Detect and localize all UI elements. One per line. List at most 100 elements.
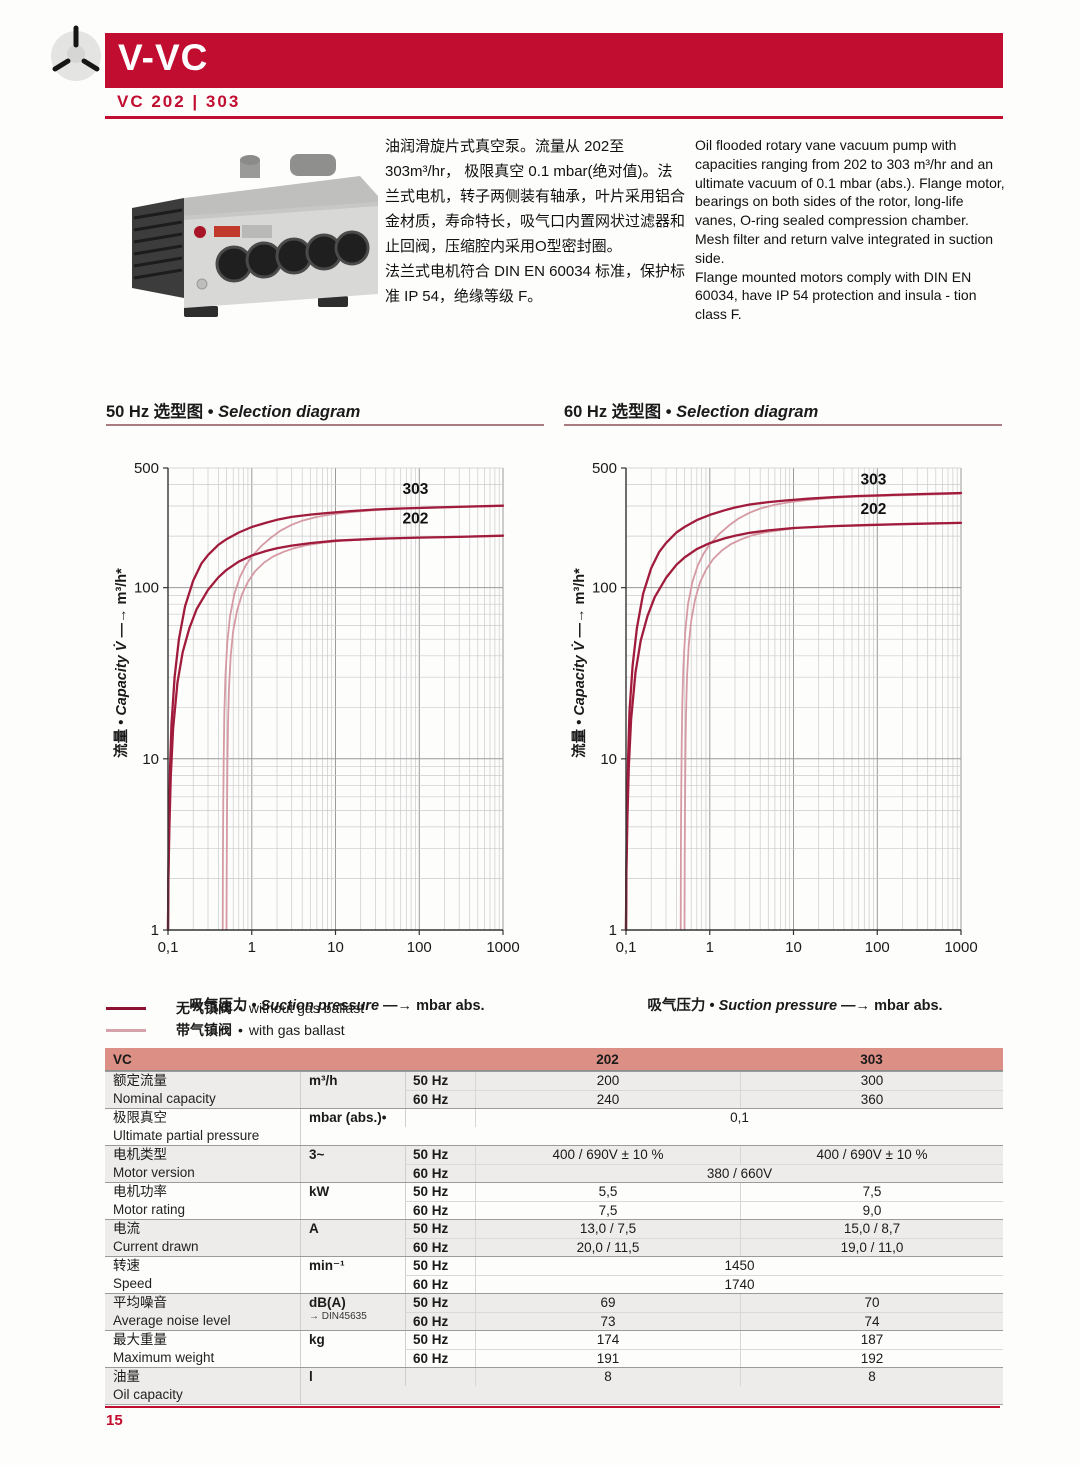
spec-label: 油量 Oil capacity xyxy=(105,1368,300,1404)
spec-value-303: 74 xyxy=(740,1312,1003,1330)
table-row: 油量 Oil capacity l 8 8 xyxy=(105,1367,1003,1404)
y-axis-caption: 流量 • Capacity V̇ —→ m³/h* xyxy=(572,568,588,758)
spec-table: VC 202 303 额定流量 Nominal capacity m³/h 50 Hz… xyxy=(105,1048,1003,1405)
unit-text: min⁻¹ xyxy=(309,1258,345,1273)
spec-label: 转速 Speed xyxy=(105,1257,300,1293)
unit-text: kW xyxy=(309,1184,330,1199)
spec-unit: A xyxy=(300,1220,405,1256)
spec-unit: l xyxy=(300,1368,405,1404)
svg-text:1: 1 xyxy=(706,939,714,956)
curve-303-gas-ballast xyxy=(221,505,504,931)
curve-202-gas-ballast xyxy=(683,521,962,931)
spec-label: 电流 Current drawn xyxy=(105,1220,300,1256)
intro-text-zh: 油润滑旋片式真空泵。流量从 202至 303m³/hr， 极限真空 0.1 mb… xyxy=(385,134,687,309)
spec-value-303: 15,0 / 8,7 xyxy=(740,1220,1003,1238)
curve-303-no-ballast xyxy=(624,491,963,932)
spec-frequency xyxy=(405,1109,475,1127)
curves xyxy=(624,491,963,932)
unit-text: l xyxy=(309,1369,313,1384)
spec-value-202: 200 xyxy=(475,1072,740,1090)
spec-value-303: 187 xyxy=(740,1331,1003,1349)
spec-value-303: 9,0 xyxy=(740,1201,1003,1219)
chart-legend: 无气镇阀 • without gas ballast 带气镇阀 • with g… xyxy=(106,997,364,1041)
spec-unit: 3~ xyxy=(300,1146,405,1182)
spec-table-title: VC xyxy=(113,1051,132,1067)
x-axis-caption: 吸气压力 • Suction pressure —→ mbar abs. xyxy=(189,998,485,1014)
intro-text-en: Oil flooded rotary vane vacuum pump with… xyxy=(695,136,1007,324)
spec-value-202: 7,5 xyxy=(475,1201,740,1219)
table-row: 最大重量 Maximum weight kg 50 Hz 174 187 60 Hz 191 1… xyxy=(105,1330,1003,1367)
svg-text:1000: 1000 xyxy=(486,939,519,956)
spec-label-zh: 最大重量 xyxy=(113,1332,167,1347)
selection-diagram-50hz: 50 Hz 选型图 • Selection diagram 0,1 1 10 100 1… xyxy=(103,398,555,1014)
spec-value-span: 1450 xyxy=(475,1257,1003,1275)
spec-label-en: Current drawn xyxy=(113,1239,199,1254)
spec-label-zh: 平均噪音 xyxy=(113,1295,167,1310)
spec-label-en: Nominal capacity xyxy=(113,1091,216,1106)
spec-value-202: 20,0 / 11,5 xyxy=(475,1238,740,1256)
spec-value-303: 70 xyxy=(740,1294,1003,1312)
spec-label-en: Ultimate partial pressure xyxy=(113,1128,260,1143)
svg-text:1: 1 xyxy=(609,922,617,939)
spec-label: 额定流量 Nominal capacity xyxy=(105,1072,300,1108)
intro-zh-p2: 法兰式电机符合 DIN EN 60034 标准，保护标准 IP 54，绝缘等级 … xyxy=(385,263,686,305)
spec-label-en: Motor rating xyxy=(113,1202,186,1217)
spec-value-202: 69 xyxy=(475,1294,740,1312)
spec-value-303: 360 xyxy=(740,1090,1003,1108)
spec-unit: min⁻¹ xyxy=(300,1257,405,1293)
table-row: 平均噪音 Average noise level dB(A) → DIN45635 50… xyxy=(105,1293,1003,1330)
spec-label-en: Motor version xyxy=(113,1165,195,1180)
curves xyxy=(166,504,505,932)
table-row: 转速 Speed min⁻¹ 50 Hz 1450 60 Hz 1740 xyxy=(105,1256,1003,1293)
spec-value-303: 7,5 xyxy=(740,1183,1003,1201)
unit-text: mbar (abs.)• xyxy=(309,1110,387,1125)
svg-text:1: 1 xyxy=(151,922,159,939)
spec-label-en: Maximum weight xyxy=(113,1350,215,1365)
svg-text:0,1: 0,1 xyxy=(616,939,637,956)
spec-frequency: 60 Hz xyxy=(405,1201,475,1219)
spec-value-303: 8 xyxy=(740,1368,1003,1386)
spec-value-span: 0,1 xyxy=(475,1109,1003,1127)
table-row: 电机类型 Motor version 3~ 50 Hz 400 / 690V ± 10 … xyxy=(105,1145,1003,1182)
spec-unit: kg xyxy=(300,1331,405,1367)
spec-label-zh: 额定流量 xyxy=(113,1073,167,1088)
legend-line-dark xyxy=(106,1006,146,1010)
spec-value-202: 240 xyxy=(475,1090,740,1108)
curve-label-202: 202 xyxy=(402,510,428,527)
svg-text:500: 500 xyxy=(592,460,617,477)
unit-text: dB(A) xyxy=(309,1295,346,1310)
page-title: V-VC xyxy=(118,37,209,78)
spec-label-zh: 电机类型 xyxy=(113,1147,167,1162)
legend-item-without-gas-ballast: 无气镇阀 • without gas ballast xyxy=(106,997,364,1019)
unit-note: → DIN45635 xyxy=(309,1311,367,1322)
svg-text:500: 500 xyxy=(134,460,159,477)
table-row: 电流 Current drawn A 50 Hz 13,0 / 7,5 15,0 / 8,… xyxy=(105,1219,1003,1256)
curve-202-no-ballast xyxy=(166,534,505,932)
spec-unit: mbar (abs.)• xyxy=(300,1109,405,1145)
spec-unit: dB(A) → DIN45635 xyxy=(300,1294,405,1330)
unit-text: m³/h xyxy=(309,1073,338,1088)
svg-text:100: 100 xyxy=(592,580,617,597)
y-axis-caption: 流量 • Capacity V̇ —→ m³/h* xyxy=(114,568,130,758)
svg-text:10: 10 xyxy=(785,939,802,956)
spec-label: 最大重量 Maximum weight xyxy=(105,1331,300,1367)
spec-value-303: 192 xyxy=(740,1349,1003,1367)
curve-202-gas-ballast xyxy=(225,534,504,931)
spec-frequency: 50 Hz xyxy=(405,1220,475,1238)
intro-en-p1: Oil flooded rotary vane vacuum pump with… xyxy=(695,137,1005,266)
spec-value-303: 400 / 690V ± 10 % xyxy=(740,1146,1003,1164)
spec-frequency: 50 Hz xyxy=(405,1331,475,1349)
grid xyxy=(625,467,962,931)
spec-label-en: Average noise level xyxy=(113,1313,231,1328)
spec-value-303: 300 xyxy=(740,1072,1003,1090)
svg-text:10: 10 xyxy=(327,939,344,956)
spec-value-202: 191 xyxy=(475,1349,740,1367)
spec-label-zh: 油量 xyxy=(113,1369,140,1384)
spec-value-202: 13,0 / 7,5 xyxy=(475,1220,740,1238)
spec-value-202: 73 xyxy=(475,1312,740,1330)
unit-text: 3~ xyxy=(309,1147,325,1162)
chart-title-rule xyxy=(106,424,544,426)
svg-text:100: 100 xyxy=(865,939,890,956)
selection-diagram-60hz: 60 Hz 选型图 • Selection diagram 0,1 1 10 100 1… xyxy=(561,398,1013,1014)
